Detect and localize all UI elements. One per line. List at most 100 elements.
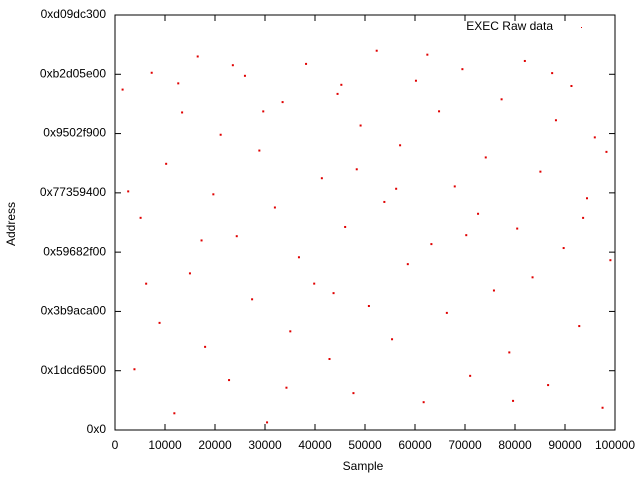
y-tick-label: 0x0 [87, 422, 107, 436]
point [508, 351, 511, 354]
point [383, 200, 386, 203]
legend-marker [581, 27, 582, 28]
y-tick-label: 0x9502f900 [43, 126, 106, 140]
y-axis-label: Address [4, 202, 18, 246]
point [582, 216, 585, 219]
point [500, 98, 503, 101]
point [320, 177, 323, 180]
point [328, 358, 331, 361]
point [355, 168, 358, 171]
x-tick-label: 50000 [348, 438, 382, 452]
point [228, 379, 231, 382]
point [332, 292, 335, 295]
point [165, 162, 168, 165]
point [219, 133, 222, 136]
point [258, 149, 261, 152]
y-tick-label: 0x59682f00 [43, 244, 106, 258]
point [465, 234, 468, 237]
point [243, 74, 246, 77]
point [139, 216, 142, 219]
point [605, 150, 608, 153]
point [285, 386, 288, 389]
y-tick-label: 0x1dcd6500 [41, 363, 107, 377]
point [133, 368, 136, 371]
x-tick-label: 0 [112, 438, 119, 452]
y-tick-label: 0xd09dc300 [41, 7, 107, 21]
point [609, 259, 612, 262]
point [181, 111, 184, 114]
y-tick-label: 0x3b9aca00 [41, 304, 107, 318]
x-tick-label: 80000 [498, 438, 532, 452]
point [414, 79, 417, 82]
point [516, 227, 519, 230]
x-tick-label: 90000 [548, 438, 582, 452]
point [484, 156, 487, 159]
x-tick-label: 70000 [448, 438, 482, 452]
point [375, 49, 378, 52]
point [352, 392, 355, 395]
point [399, 144, 402, 147]
point [235, 235, 238, 238]
y-tick-label: 0x77359400 [40, 185, 106, 199]
point [593, 136, 596, 139]
point [313, 282, 316, 285]
point [578, 325, 581, 328]
point [430, 243, 433, 246]
y-tick-label: 0xb2d05e00 [40, 66, 106, 80]
point [188, 272, 191, 275]
point [273, 206, 276, 209]
x-tick-label: 100000 [595, 438, 635, 452]
point [196, 55, 199, 58]
point [523, 59, 526, 62]
point [477, 212, 480, 215]
point [469, 374, 472, 377]
point [340, 83, 343, 86]
point [177, 82, 180, 85]
point [531, 276, 534, 279]
point [262, 110, 265, 113]
point [601, 406, 604, 409]
point [586, 197, 588, 200]
point [426, 53, 429, 56]
point [367, 305, 370, 308]
point [251, 298, 254, 301]
point [212, 193, 215, 196]
point [305, 62, 308, 65]
point [562, 247, 565, 250]
point [539, 170, 542, 173]
point [492, 289, 495, 292]
point [344, 225, 347, 228]
x-tick-label: 20000 [198, 438, 232, 452]
point [395, 187, 398, 190]
point [453, 185, 456, 188]
point [570, 84, 573, 87]
point [173, 412, 176, 415]
point [150, 71, 153, 74]
x-tick-label: 10000 [148, 438, 182, 452]
point [547, 384, 550, 387]
point [145, 282, 148, 285]
point [422, 401, 425, 404]
point [512, 399, 515, 402]
point [158, 321, 161, 324]
point [204, 345, 207, 348]
x-tick-label: 40000 [298, 438, 332, 452]
point [200, 239, 203, 242]
point [359, 124, 362, 127]
point [461, 68, 464, 71]
point [231, 64, 234, 67]
point [336, 92, 339, 95]
x-axis-label: Sample [343, 459, 384, 473]
point [391, 338, 394, 341]
point [554, 119, 557, 122]
point [266, 421, 269, 424]
x-tick-label: 30000 [248, 438, 282, 452]
x-tick-label: 60000 [398, 438, 432, 452]
point [297, 256, 300, 259]
point [121, 88, 124, 91]
point [438, 110, 441, 113]
point [445, 311, 448, 314]
plot-frame [114, 14, 616, 431]
legend-label: EXEC Raw data [466, 19, 553, 33]
